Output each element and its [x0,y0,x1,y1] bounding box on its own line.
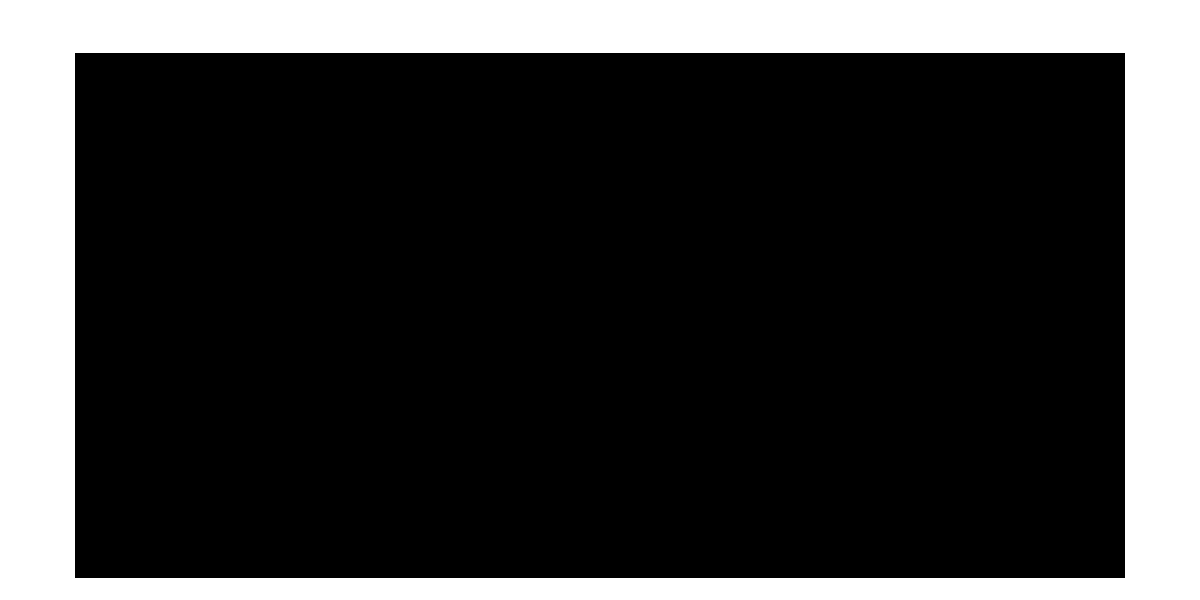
word-cloud-canvas [75,53,1125,578]
word-cloud [75,53,1125,578]
